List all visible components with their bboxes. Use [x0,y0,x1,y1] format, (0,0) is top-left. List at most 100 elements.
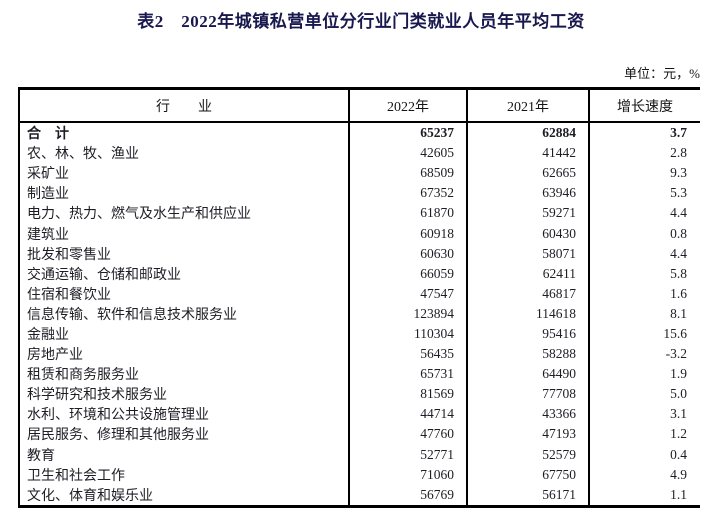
cell-2022-value: 60918 [348,223,466,244]
cell-industry: 批发和零售业 [27,247,111,263]
cell-2022-value: 65731 [348,364,466,385]
cell-2021-value: 60430 [466,223,588,244]
cell-2022-value: 44714 [348,404,466,425]
cell-industry: 租赁和商务服务业 [27,368,139,384]
cell-2022-value: 110304 [348,323,466,345]
cell-2021-value: 95416 [466,323,588,345]
cell-industry: 信息传输、软件和信息技术服务业 [27,307,237,323]
table-row: 农、林、牧、渔业 42605 41442 2.8 [20,143,700,164]
header-industry: 行 业 [156,99,212,115]
cell-industry: 交通运输、仓储和邮政业 [27,267,181,283]
cell-growth-value: 8.1 [588,303,700,324]
table-row: 合 计 65237 62884 3.7 [20,123,700,144]
cell-2022-value: 123894 [348,303,466,324]
table-row: 批发和零售业 60630 58071 4.4 [20,243,700,264]
cell-growth-value: 9.3 [588,163,700,184]
cell-growth-value: 1.1 [588,484,700,505]
cell-growth-value: 5.8 [588,263,700,284]
table-row: 住宿和餐饮业 47547 46817 1.6 [20,283,700,304]
table-row: 教育 52771 52579 0.4 [20,444,700,465]
cell-growth-value: -3.2 [588,344,700,365]
cell-industry: 文化、体育和娱乐业 [27,488,153,504]
cell-industry: 建筑业 [27,227,69,243]
cell-growth-value: 4.9 [588,464,700,485]
header-2022: 2022年 [348,90,466,121]
cell-growth-value: 1.2 [588,424,700,445]
cell-2022-value: 65237 [348,123,466,144]
cell-2022-value: 71060 [348,464,466,485]
cell-industry: 水利、环境和公共设施管理业 [27,408,209,424]
table-row: 科学研究和技术服务业 81569 77708 5.0 [20,384,700,405]
cell-2021-value: 58071 [466,243,588,264]
unit-note: 单位：元，% [624,66,700,81]
cell-industry: 制造业 [27,187,69,203]
cell-2022-value: 56435 [348,344,466,365]
table-body: 合 计 65237 62884 3.7 农、林、牧、渔业 42605 41442 2.8 采矿业… [20,123,700,505]
cell-industry: 合 计 [27,127,69,143]
header-growth-rate: 增长速度 [588,90,700,121]
table-row: 信息传输、软件和信息技术服务业 123894 114618 8.1 [20,303,700,324]
cell-2021-value: 63946 [466,183,588,204]
table-row: 交通运输、仓储和邮政业 66059 62411 5.8 [20,263,700,284]
cell-growth-value: 5.3 [588,183,700,204]
cell-industry: 住宿和餐饮业 [27,287,111,303]
cell-industry: 采矿业 [27,167,69,183]
cell-growth-value: 4.4 [588,203,700,224]
table-row: 金融业 110304 95416 15.6 [20,323,700,345]
table-row: 租赁和商务服务业 65731 64490 1.9 [20,364,700,385]
cell-2022-value: 52771 [348,444,466,465]
table-row: 卫生和社会工作 71060 67750 4.9 [20,464,700,485]
cell-2022-value: 61870 [348,203,466,224]
cell-2021-value: 114618 [466,303,588,324]
cell-2021-value: 47193 [466,424,588,445]
table-row: 房地产业 56435 58288 -3.2 [20,344,700,365]
cell-growth-value: 4.4 [588,243,700,264]
cell-industry: 房地产业 [27,348,83,364]
cell-2021-value: 52579 [466,444,588,465]
cell-growth-value: 0.4 [588,444,700,465]
table-row: 文化、体育和娱乐业 56769 56171 1.1 [20,484,700,505]
cell-2022-value: 60630 [348,243,466,264]
cell-growth-value: 1.9 [588,364,700,385]
cell-2021-value: 58288 [466,344,588,365]
cell-2021-value: 62665 [466,163,588,184]
cell-2021-value: 41442 [466,143,588,164]
cell-growth-value: 3.7 [588,123,700,144]
cell-growth-value: 0.8 [588,223,700,244]
table-row: 建筑业 60918 60430 0.8 [20,223,700,244]
cell-2021-value: 77708 [466,384,588,405]
cell-industry: 科学研究和技术服务业 [27,388,167,404]
table-row: 居民服务、修理和其他服务业 47760 47193 1.2 [20,424,700,445]
cell-2021-value: 59271 [466,203,588,224]
cell-industry: 教育 [27,448,55,464]
cell-2021-value: 62411 [466,263,588,284]
cell-2021-value: 67750 [466,464,588,485]
cell-2022-value: 66059 [348,263,466,284]
cell-industry: 居民服务、修理和其他服务业 [27,428,209,444]
cell-2021-value: 62884 [466,123,588,144]
cell-growth-value: 15.6 [588,323,700,345]
table-row: 制造业 67352 63946 5.3 [20,183,700,204]
cell-2022-value: 47760 [348,424,466,445]
table-header-row: 行 业 2022年 2021年 增长速度 [20,90,700,123]
cell-2022-value: 47547 [348,283,466,304]
cell-2021-value: 56171 [466,484,588,505]
cell-2022-value: 68509 [348,163,466,184]
cell-2022-value: 42605 [348,143,466,164]
cell-2022-value: 81569 [348,384,466,405]
cell-2021-value: 43366 [466,404,588,425]
cell-growth-value: 3.1 [588,404,700,425]
cell-growth-value: 5.0 [588,384,700,405]
cell-industry: 农、林、牧、渔业 [27,147,139,163]
wage-table: 行 业 2022年 2021年 增长速度 合 计 65237 62884 3.7 农、林… [18,87,700,508]
cell-industry: 卫生和社会工作 [27,468,125,484]
cell-industry: 金融业 [27,327,69,343]
cell-growth-value: 2.8 [588,143,700,164]
table-row: 水利、环境和公共设施管理业 44714 43366 3.1 [20,404,700,425]
cell-growth-value: 1.6 [588,283,700,304]
table-row: 采矿业 68509 62665 9.3 [20,163,700,184]
header-2021: 2021年 [466,90,588,121]
table-title: 表2 2022年城镇私营单位分行业门类就业人员年平均工资 [137,12,585,31]
table-row: 电力、热力、燃气及水生产和供应业 61870 59271 4.4 [20,203,700,224]
